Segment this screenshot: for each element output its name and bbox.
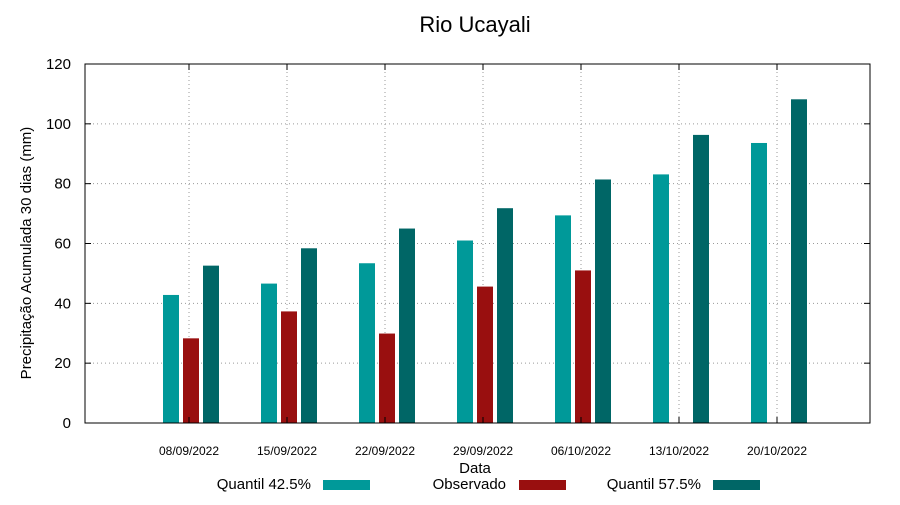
bar-series-1-29-09-2022: [477, 286, 493, 423]
y-tick-label: 20: [54, 355, 71, 372]
bar-series-0-29-09-2022: [457, 240, 473, 423]
x-tick-label: 29/09/2022: [453, 444, 513, 458]
bar-series-0-20-10-2022: [751, 142, 767, 424]
legend-label: Observado: [433, 476, 506, 493]
y-tick-label: 0: [63, 415, 71, 432]
bar-series-2-06-10-2022: [595, 179, 611, 423]
bar-series-1-15-09-2022: [281, 311, 297, 423]
y-axis-label: Precipitação Acumulada 30 dias (mm): [18, 127, 35, 380]
x-tick-label: 15/09/2022: [257, 444, 317, 458]
y-tick-label: 40: [54, 295, 71, 312]
y-tick-label: 120: [46, 56, 71, 73]
x-tick-label: 13/10/2022: [649, 444, 709, 458]
legend: Quantil 42.5% Observado Quantil 57.5%: [217, 476, 760, 493]
bar-series-2-20-10-2022: [791, 99, 807, 423]
bar-series-0-22-09-2022: [359, 263, 375, 423]
bar-series-2-08-09-2022: [203, 265, 219, 423]
bar-series-0-13-10-2022: [653, 174, 669, 423]
y-tick-label: 80: [54, 176, 71, 193]
legend-swatch: [323, 480, 370, 490]
y-axis: 0 20 40 60 80 100 120: [46, 56, 870, 432]
bar-series-0-15-09-2022: [261, 283, 277, 423]
bar-series-2-22-09-2022: [399, 228, 415, 423]
legend-swatch: [713, 480, 760, 490]
chart-title: Rio Ucayali: [419, 12, 530, 37]
bar-series-0-06-10-2022: [555, 215, 571, 423]
bars-layer: [163, 99, 807, 424]
bar-series-1-06-10-2022: [575, 270, 591, 423]
bar-series-1-22-09-2022: [379, 333, 395, 423]
bar-series-0-08-09-2022: [163, 294, 179, 423]
bar-series-2-15-09-2022: [301, 248, 317, 423]
x-tick-label: 20/10/2022: [747, 444, 807, 458]
legend-swatch: [519, 480, 566, 490]
y-tick-label: 100: [46, 116, 71, 133]
x-tick-label: 22/09/2022: [355, 444, 415, 458]
legend-label: Quantil 57.5%: [607, 476, 701, 493]
x-tick-label: 06/10/2022: [551, 444, 611, 458]
bar-series-2-13-10-2022: [693, 134, 709, 423]
x-axis-label: Data: [459, 460, 491, 477]
y-tick-label: 60: [54, 236, 71, 253]
x-tick-label: 08/09/2022: [159, 444, 219, 458]
bar-series-1-08-09-2022: [183, 338, 199, 423]
legend-label: Quantil 42.5%: [217, 476, 311, 493]
bar-series-2-29-09-2022: [497, 208, 513, 423]
x-axis: 08/09/2022 15/09/2022 22/09/2022 29/09/2022…: [159, 64, 807, 458]
